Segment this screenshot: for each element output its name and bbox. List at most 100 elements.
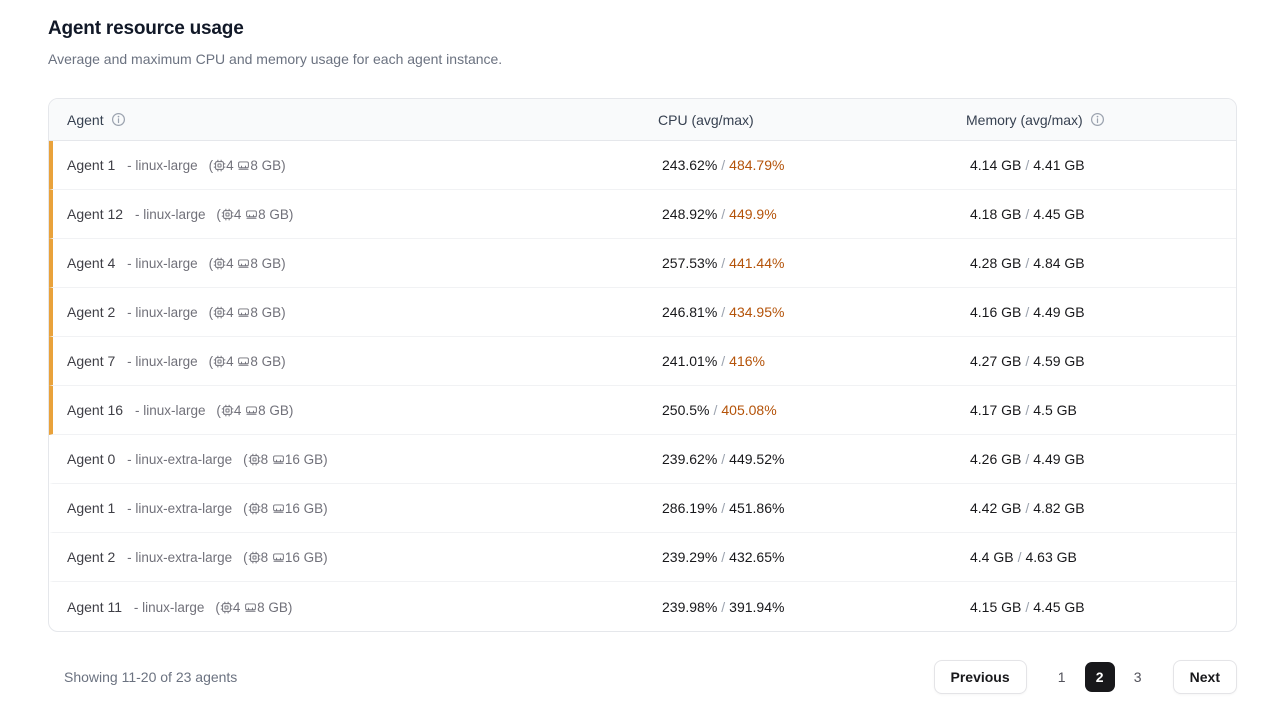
value-separator: / — [721, 304, 726, 320]
cpu-chip-icon — [248, 550, 261, 565]
table-row: Agent 2 - linux-large (4 8 GB) 246.81%/4… — [49, 288, 1236, 337]
memory-max-value: 4.84 GB — [1033, 255, 1085, 271]
page-button-1[interactable]: 1 — [1047, 662, 1077, 692]
value-separator: / — [1025, 598, 1030, 615]
agent-machine-type: - linux-large — [127, 354, 198, 369]
cpu-count: 8 — [260, 452, 269, 467]
agent-cell: Agent 2 - linux-large (4 8 GB) — [53, 304, 644, 320]
memory-cell: 4.14 GB/4.41 GB — [952, 157, 1236, 173]
cpu-count: 4 — [232, 599, 241, 615]
cpu-chip-icon — [213, 158, 226, 173]
table-row: Agent 1 - linux-large (4 8 GB) 243.62%/4… — [49, 141, 1236, 190]
cpu-max-value: 451.86% — [729, 500, 785, 516]
agent-cell: Agent 11 - linux-large (4 8 GB) — [53, 599, 644, 615]
showing-count-text: Showing 11-20 of 23 agents — [64, 669, 238, 685]
agent-name: Agent 11 — [67, 598, 123, 615]
memory-cell: 4.42 GB/4.82 GB — [952, 500, 1236, 516]
cpu-count: 8 — [260, 550, 269, 565]
memory-avg-value: 4.28 GB — [970, 255, 1022, 271]
table-row: Agent 12 - linux-large (4 8 GB) 248.92% /… — [49, 190, 1236, 239]
agent-name: Agent 2 — [67, 304, 116, 320]
cpu-cell: 243.62%/484.79% — [644, 157, 952, 173]
ram-amount: 8 GB — [250, 305, 282, 320]
info-icon[interactable] — [1090, 112, 1105, 127]
ram-icon — [245, 207, 258, 222]
cpu-avg-value: 286.19% — [662, 500, 718, 516]
info-icon[interactable] — [111, 112, 126, 127]
ram-amount: 8 GB — [250, 158, 282, 173]
cpu-avg-value: 241.01% — [662, 353, 718, 369]
agent-machine-type: - linux-large — [134, 207, 206, 222]
ram-icon — [245, 403, 258, 418]
cpu-avg-value: 239.98% — [662, 598, 718, 615]
value-separator: / — [1025, 353, 1030, 369]
agent-name: Agent 1 — [67, 157, 116, 173]
ram-icon — [237, 354, 250, 369]
ram-icon — [272, 501, 285, 516]
cpu-chip-icon — [213, 256, 226, 271]
value-separator: / — [1017, 549, 1022, 565]
memory-avg-value: 4.17 GB — [970, 402, 1022, 418]
cpu-max-value: 449.9% — [729, 206, 777, 222]
agent-cell: Agent 4 - linux-large (4 8 GB) — [53, 255, 644, 271]
column-header-memory-label: Memory (avg/max) — [966, 111, 1083, 128]
table-row: Agent 7 - linux-large (4 8 GB) 241.01%/4… — [49, 337, 1236, 386]
memory-cell: 4.15 GB/4.45 GB — [952, 599, 1236, 615]
cpu-max-value: 405.08% — [721, 402, 777, 418]
agent-resources: (4 8 GB) — [216, 207, 294, 222]
ram-icon — [237, 256, 250, 271]
previous-button[interactable]: Previous — [933, 660, 1027, 694]
agent-resources: (4 8 GB) — [208, 256, 286, 271]
cpu-max-value: 432.65% — [729, 549, 785, 565]
memory-avg-value: 4.4 GB — [970, 549, 1014, 565]
cpu-avg-value: 243.62% — [662, 157, 718, 173]
agent-name: Agent 2 — [67, 549, 116, 565]
agent-resources: (4 8 GB) — [216, 403, 294, 418]
agent-cell: Agent 12 - linux-large (4 8 GB) — [53, 206, 644, 222]
ram-icon — [272, 452, 285, 467]
cpu-count: 4 — [233, 207, 242, 222]
memory-max-value: 4.45 GB — [1033, 206, 1085, 222]
memory-max-value: 4.41 GB — [1033, 157, 1085, 173]
ram-icon — [237, 305, 250, 320]
cpu-max-value: 484.79% — [729, 157, 785, 173]
memory-max-value: 4.49 GB — [1033, 451, 1085, 467]
page-button-2[interactable]: 2 — [1084, 662, 1115, 692]
memory-cell: 4.26 GB/4.49 GB — [952, 451, 1236, 467]
cpu-avg-value: 257.53% — [662, 255, 718, 271]
cpu-cell: 250.5%/405.08% — [644, 402, 952, 418]
table-row: Agent 0 - linux-extra-large (8 16 GB) 23… — [49, 435, 1236, 484]
agent-name: Agent 0 — [67, 451, 116, 467]
cpu-count: 4 — [226, 305, 234, 320]
column-header-cpu-label: CPU (avg/max) — [658, 111, 754, 128]
cpu-cell: 248.92%/449.9% — [644, 206, 952, 222]
agent-usage-table: Agent CPU (avg/max) Memory (avg/max) — [48, 98, 1237, 632]
cpu-count: 8 — [260, 501, 269, 516]
column-header-cpu: CPU (avg/max) — [640, 112, 948, 128]
page-title: Agent resource usage — [48, 18, 244, 39]
memory-cell: 4.4 GB/4.63 GB — [952, 549, 1236, 565]
next-button[interactable]: Next — [1172, 660, 1237, 694]
value-separator: / — [721, 255, 726, 271]
value-separator: / — [1025, 500, 1030, 516]
ram-icon — [244, 600, 257, 615]
ram-amount: 8 GB — [258, 207, 289, 222]
table-header-row: Agent CPU (avg/max) Memory (avg/max) — [49, 99, 1236, 141]
memory-avg-value: 4.14 GB — [970, 157, 1022, 173]
cpu-max-value: 434.95% — [729, 304, 785, 320]
memory-max-value: 4.59 GB — [1033, 353, 1085, 369]
cpu-avg-value: 246.81% — [662, 304, 718, 320]
agent-cell: Agent 2 - linux-extra-large (8 16 GB) — [53, 549, 644, 565]
memory-avg-value: 4.15 GB — [970, 598, 1022, 615]
page-button-3[interactable]: 3 — [1123, 662, 1153, 692]
value-separator: / — [721, 451, 726, 467]
cpu-chip-icon — [248, 452, 261, 467]
agent-resources: (4 8 GB) — [208, 305, 286, 320]
ram-amount: 16 GB — [284, 452, 324, 467]
cpu-count: 4 — [233, 403, 242, 418]
page-subtitle: Average and maximum CPU and memory usage… — [48, 51, 503, 67]
